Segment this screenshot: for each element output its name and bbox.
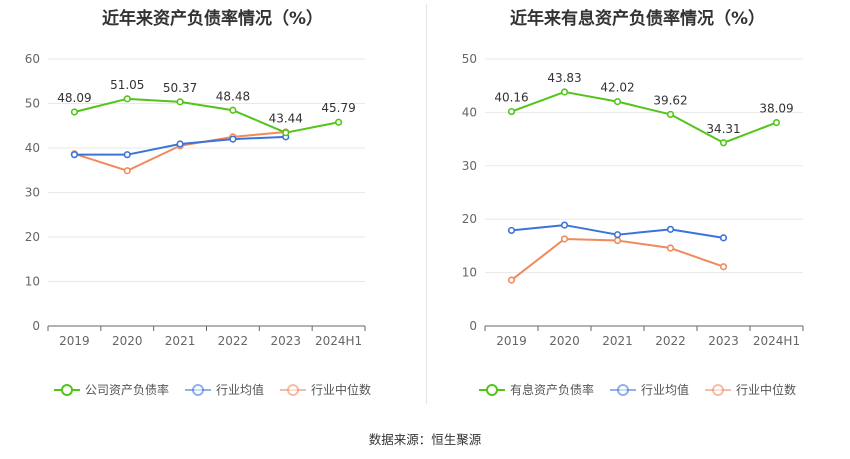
x-tick-label: 2023	[270, 334, 301, 348]
legend-item[interactable]: 行业均值	[184, 381, 264, 398]
data-point	[229, 106, 237, 114]
data-point	[282, 129, 290, 137]
legend-item[interactable]: 行业均值	[609, 381, 689, 398]
series-line	[511, 90, 777, 144]
legend-swatch-icon	[609, 383, 636, 396]
x-tick-label: 2020	[112, 334, 143, 348]
data-label: 43.83	[547, 71, 581, 85]
data-label: 43.44	[269, 112, 303, 126]
legend-item[interactable]: 有息资产负债率	[478, 381, 594, 398]
legend-item[interactable]: 行业中位数	[705, 381, 796, 398]
data-point	[772, 118, 781, 127]
y-tick-label: 10	[462, 266, 477, 280]
data-point	[613, 98, 622, 106]
data-source-footer: 数据来源：恒生聚源	[368, 432, 482, 447]
data-point	[507, 226, 516, 235]
data-label: 34.31	[706, 122, 740, 136]
legend-label: 行业中位数	[736, 383, 797, 397]
legend-swatch-icon	[280, 383, 306, 396]
data-point	[613, 236, 622, 245]
chart-legend: 有息资产负债率 行业均值 行业中位数	[425, 381, 850, 398]
x-tick-label: 2020	[549, 334, 580, 348]
chart-plot: 0 10 20 30 40 50 2019 2020 2021 2022 2023 2024H1 40.…	[462, 52, 804, 348]
legend-swatch-icon	[53, 383, 80, 396]
chart-panel-debt-ratio: 近年来资产负债率情况（%） 0 10 20 30 40 50 60 2019 2020 2021 2…	[0, 0, 425, 420]
x-tick-label: 2021	[602, 334, 633, 348]
data-point	[666, 244, 675, 252]
legend-label: 公司资产负债率	[84, 383, 169, 397]
data-point	[507, 276, 516, 284]
legend-label: 行业中位数	[311, 383, 372, 397]
y-tick-label: 30	[25, 186, 40, 200]
data-point	[666, 110, 675, 119]
x-tick-label: 2024H1	[753, 334, 800, 348]
legend-swatch-icon	[478, 383, 505, 396]
data-point	[70, 108, 79, 116]
data-point	[123, 151, 131, 159]
data-label: 38.09	[759, 102, 793, 116]
series-line	[510, 237, 724, 281]
legend-swatch-icon	[184, 383, 211, 396]
data-point	[719, 139, 728, 147]
x-tick-label: 2024H1	[315, 334, 362, 348]
data-label: 50.37	[163, 81, 197, 95]
data-point	[560, 88, 569, 96]
x-tick-label: 2019	[59, 334, 90, 348]
data-label: 42.02	[600, 81, 634, 95]
x-tick-label: 2019	[496, 334, 527, 348]
x-tick-label: 2022	[655, 334, 686, 348]
data-label: 48.48	[216, 89, 250, 103]
panel-divider	[426, 4, 427, 404]
y-tick-label: 40	[25, 141, 40, 155]
data-point	[176, 98, 184, 106]
data-point	[719, 263, 728, 271]
data-label: 51.05	[110, 78, 144, 92]
x-tick-label: 2023	[708, 334, 739, 348]
legend-label: 行业均值	[640, 383, 689, 397]
series-line	[74, 97, 339, 134]
data-point	[176, 140, 184, 148]
data-point	[560, 235, 569, 243]
data-point	[123, 95, 131, 103]
data-point	[70, 151, 79, 159]
data-point	[613, 231, 622, 239]
y-tick-label: 40	[462, 105, 477, 119]
data-point	[123, 167, 131, 175]
data-point	[334, 118, 343, 126]
y-tick-label: 60	[25, 52, 40, 66]
legend-item[interactable]: 行业中位数	[280, 381, 371, 398]
data-point	[666, 225, 675, 233]
y-tick-label: 20	[462, 212, 477, 226]
y-tick-label: 10	[25, 275, 40, 289]
y-tick-label: 50	[25, 97, 40, 111]
y-tick-label: 50	[462, 52, 477, 66]
chart-title: 近年来有息资产负债率情况（%）	[509, 9, 766, 29]
legend-label: 行业均值	[215, 383, 264, 397]
data-label: 40.16	[494, 91, 528, 105]
legend-swatch-icon	[705, 383, 731, 396]
data-label: 39.62	[653, 93, 687, 107]
y-tick-label: 20	[25, 230, 40, 244]
chart-plot: 0 10 20 30 40 50 60 2019 2020 2021 2022 2023 2024H1 4…	[25, 52, 366, 348]
chart-title: 近年来资产负债率情况（%）	[101, 9, 324, 29]
data-label: 45.79	[321, 101, 355, 115]
legend-label: 有息资产负债率	[509, 383, 594, 397]
y-tick-label: 0	[32, 319, 40, 333]
chart-panel-interest-debt-ratio: 近年来有息资产负债率情况（%） 0 10 20 30 40 50 2019 2020 2021 2…	[425, 0, 850, 420]
data-point	[560, 221, 569, 229]
data-point	[719, 234, 728, 242]
data-point	[507, 107, 516, 116]
x-tick-label: 2022	[218, 334, 249, 348]
data-label: 48.09	[57, 91, 91, 105]
y-tick-label: 0	[469, 319, 477, 333]
x-tick-label: 2021	[165, 334, 196, 348]
data-point	[229, 135, 237, 143]
chart-legend: 公司资产负债率 行业均值 行业中位数	[0, 381, 425, 398]
y-tick-label: 30	[462, 159, 477, 173]
legend-item[interactable]: 公司资产负债率	[53, 381, 169, 398]
